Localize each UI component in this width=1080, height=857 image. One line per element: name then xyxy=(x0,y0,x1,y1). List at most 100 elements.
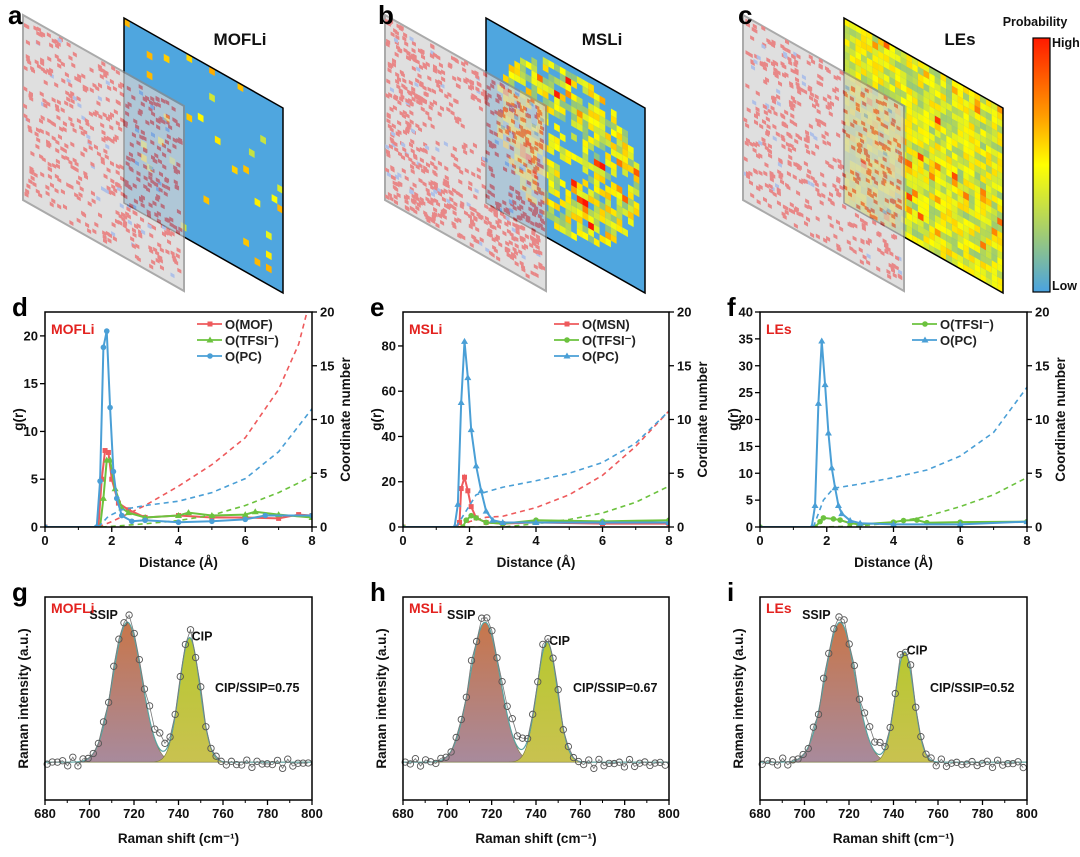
raw-data-point xyxy=(181,640,190,649)
atom xyxy=(396,23,401,30)
heatmap-cell xyxy=(633,174,640,185)
atom xyxy=(85,222,90,229)
atom xyxy=(504,221,509,228)
heatmap-cell xyxy=(957,201,964,212)
atom xyxy=(817,191,822,198)
atom xyxy=(148,202,153,209)
y2-tick-label: 0 xyxy=(320,520,327,535)
atom xyxy=(77,102,82,109)
heatmap-cell xyxy=(980,141,986,152)
heatmap-cell xyxy=(991,200,998,211)
atom xyxy=(399,69,404,76)
heatmap-cell xyxy=(997,184,1003,194)
atom xyxy=(47,141,52,148)
atom xyxy=(520,130,525,137)
atom xyxy=(762,196,768,203)
atom xyxy=(411,160,416,167)
heatmap-cell xyxy=(997,164,1003,175)
atom xyxy=(387,123,392,130)
heatmap-cell xyxy=(146,70,153,81)
atom xyxy=(836,243,841,250)
heatmap-cell xyxy=(968,148,975,158)
atom xyxy=(449,203,454,210)
atom xyxy=(459,169,464,176)
atom xyxy=(73,95,78,102)
y2-tick-label: 15 xyxy=(677,358,691,373)
atom xyxy=(866,170,872,177)
heatmap-cell xyxy=(912,122,918,133)
raw-data-point xyxy=(942,762,951,771)
heatmap-cell xyxy=(968,174,975,185)
heatmap-cell xyxy=(548,205,555,216)
atom xyxy=(522,185,527,192)
heatmap-cell xyxy=(963,217,969,228)
atom xyxy=(789,142,794,149)
atom xyxy=(753,113,759,120)
atom xyxy=(411,47,416,54)
heatmap-cell xyxy=(627,184,634,195)
atom xyxy=(531,240,536,247)
heatmap-cell xyxy=(878,83,884,94)
atom xyxy=(386,118,391,125)
atom xyxy=(842,89,847,96)
raw-data-point xyxy=(830,625,838,633)
atom xyxy=(71,62,76,69)
heatmap-cell xyxy=(554,221,560,232)
raw-data-point xyxy=(161,739,169,747)
atom xyxy=(778,174,783,181)
atom xyxy=(95,85,100,92)
atom xyxy=(483,71,488,78)
atom xyxy=(176,208,181,215)
atom xyxy=(496,223,502,230)
heatmap-cell xyxy=(906,99,913,110)
atom xyxy=(803,178,808,185)
y-tick-label: 30 xyxy=(739,358,753,373)
atom xyxy=(111,65,116,72)
atom xyxy=(794,205,799,212)
coordination-number-curve xyxy=(469,485,669,527)
atom xyxy=(387,61,392,68)
atom xyxy=(410,138,415,145)
atom xyxy=(170,230,175,237)
heatmap-cell xyxy=(923,102,930,113)
atom xyxy=(448,101,453,108)
heatmap-cell xyxy=(616,191,623,201)
atom xyxy=(393,37,398,44)
raw-data-point xyxy=(641,758,649,766)
heatmap-cell xyxy=(844,57,850,68)
heatmap-cell xyxy=(599,121,606,132)
atom xyxy=(516,100,521,107)
y-tick-label: 25 xyxy=(739,385,753,400)
atom xyxy=(177,267,182,274)
atom xyxy=(497,217,502,224)
rdf-line xyxy=(45,330,312,527)
heatmap-cell xyxy=(934,82,941,93)
atom xyxy=(410,197,415,204)
atom xyxy=(505,129,510,136)
atom xyxy=(454,217,459,224)
atom xyxy=(423,167,428,174)
atom xyxy=(804,143,809,150)
atom xyxy=(824,130,829,137)
atom xyxy=(160,97,165,104)
heatmap-cell xyxy=(849,60,856,71)
heatmap-cell xyxy=(906,66,913,77)
heatmap-cell xyxy=(963,257,969,268)
atom xyxy=(27,59,32,66)
raw-data-point xyxy=(248,763,256,772)
x-tick-label: 760 xyxy=(212,806,234,821)
atom xyxy=(819,81,824,88)
heatmap-cell xyxy=(951,250,958,261)
x-tick-label: 8 xyxy=(1023,533,1030,548)
heatmap-cell xyxy=(934,221,941,232)
heatmap-cell xyxy=(980,101,986,112)
atom xyxy=(397,47,402,54)
atom xyxy=(153,181,158,188)
atom xyxy=(815,233,820,240)
heatmap-cell xyxy=(968,201,975,211)
heatmap-cell xyxy=(968,161,975,172)
heatmap-cell xyxy=(980,134,986,145)
atom xyxy=(109,124,114,131)
atom xyxy=(131,132,136,139)
atom xyxy=(110,111,115,118)
